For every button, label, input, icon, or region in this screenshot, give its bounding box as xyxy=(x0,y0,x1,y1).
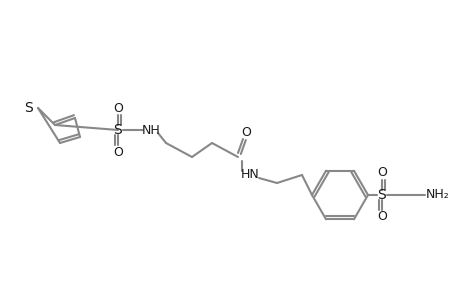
Text: S: S xyxy=(113,123,122,137)
Text: O: O xyxy=(376,167,386,179)
Text: O: O xyxy=(113,101,123,115)
Text: S: S xyxy=(377,188,386,202)
Text: NH₂: NH₂ xyxy=(425,188,449,202)
Text: O: O xyxy=(113,146,123,158)
Text: O: O xyxy=(241,127,251,140)
Text: NH: NH xyxy=(141,124,160,136)
Text: S: S xyxy=(24,101,33,115)
Text: O: O xyxy=(376,211,386,224)
Text: HN: HN xyxy=(240,169,259,182)
